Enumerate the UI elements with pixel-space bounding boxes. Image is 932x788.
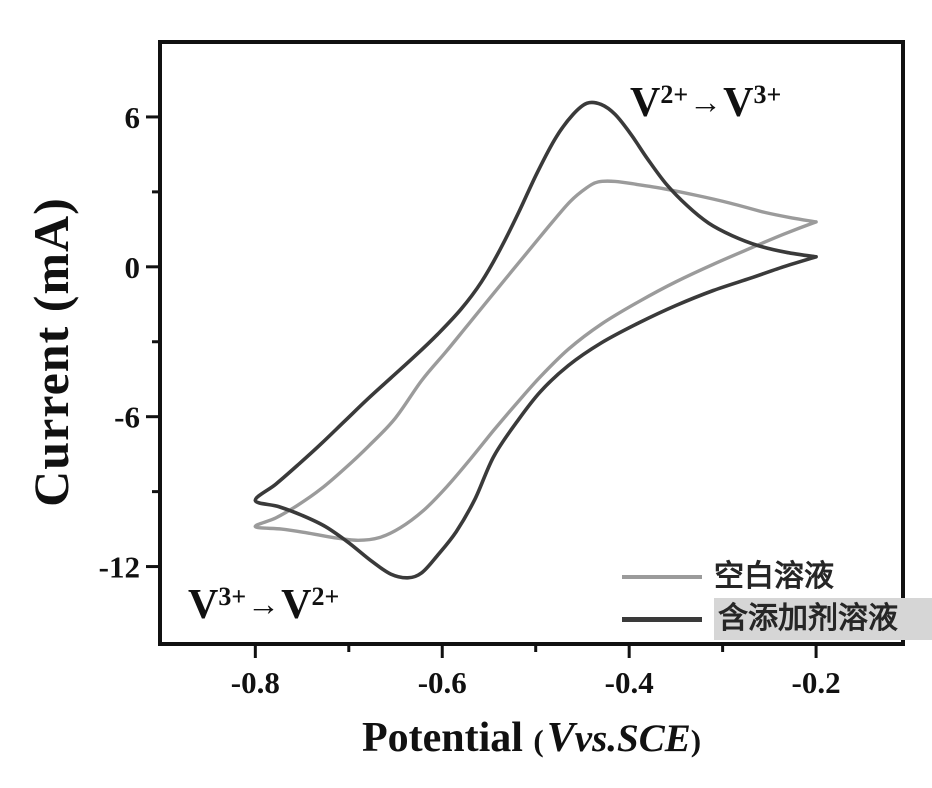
x-axis-title-close-paren: ) bbox=[690, 723, 702, 758]
x-axis-title-open-paren: ( bbox=[533, 723, 544, 758]
x-axis-title: Potential (Vvs.SCE) bbox=[160, 714, 903, 762]
y-tick-label: -6 bbox=[114, 400, 140, 435]
legend-entry-additive-solution: 含添加剂溶液 bbox=[622, 598, 932, 640]
y-tick-label: -12 bbox=[99, 550, 140, 585]
legend-entry-blank-solution: 空白溶液 bbox=[622, 556, 834, 598]
right-arrow-icon: → bbox=[247, 587, 281, 623]
y-axis-title: Current (mA) bbox=[23, 197, 79, 507]
annotation-oxidation-peak: V2+→V3+ bbox=[630, 78, 781, 127]
curve-blank-solution bbox=[253, 179, 818, 542]
y-tick-label: 6 bbox=[125, 100, 141, 135]
reduction-base2: V bbox=[281, 582, 312, 628]
plot-frame bbox=[158, 40, 905, 646]
x-axis-title-name: Potential bbox=[361, 715, 534, 761]
x-axis-title-unit: V bbox=[546, 715, 575, 761]
reduction-sup1: 3+ bbox=[218, 582, 247, 611]
legend-label-blank: 空白溶液 bbox=[714, 560, 834, 593]
x-tick-label: -0.6 bbox=[418, 665, 467, 700]
legend-label-additive: 含添加剂溶液 bbox=[714, 598, 932, 640]
legend-line-additive bbox=[622, 616, 702, 622]
oxidation-base1: V bbox=[630, 80, 661, 126]
reduction-sup2: 2+ bbox=[311, 582, 340, 611]
x-tick-label: -0.2 bbox=[792, 665, 841, 700]
curve-additive-solution bbox=[253, 100, 818, 580]
x-tick-label: -0.4 bbox=[605, 665, 654, 700]
right-arrow-icon: → bbox=[689, 85, 723, 121]
x-axis-title-vs-sce: vs.SCE bbox=[574, 717, 691, 760]
legend-line-blank bbox=[622, 575, 702, 579]
oxidation-sup1: 2+ bbox=[660, 80, 689, 109]
annotation-reduction-peak: V3+→V2+ bbox=[188, 580, 339, 629]
reduction-base1: V bbox=[188, 582, 219, 628]
oxidation-base2: V bbox=[723, 80, 754, 126]
y-tick-label: 0 bbox=[125, 250, 141, 285]
x-tick-label: -0.8 bbox=[231, 665, 280, 700]
oxidation-sup2: 3+ bbox=[753, 80, 782, 109]
